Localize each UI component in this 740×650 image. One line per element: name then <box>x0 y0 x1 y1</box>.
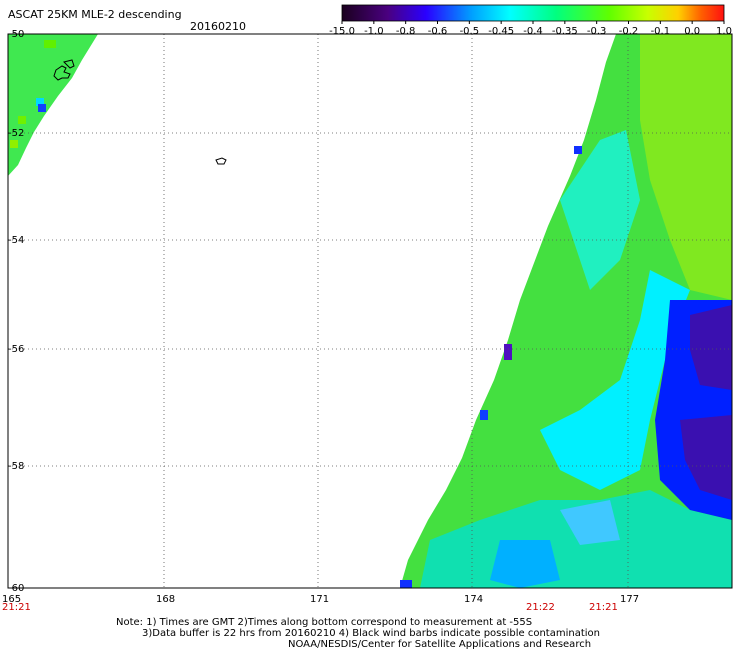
data-swath-west <box>8 34 98 176</box>
time-label: 21:22 <box>526 602 555 613</box>
lat-label: -50 <box>8 29 24 40</box>
lat-label: -60 <box>8 583 24 594</box>
colorbar-label: -15.0 <box>329 26 355 37</box>
colorbar-label: -1.0 <box>364 26 384 37</box>
lon-label: 168 <box>156 594 175 605</box>
note-line-2: 3)Data buffer is 22 hrs from 20160210 4)… <box>142 628 600 639</box>
longitude-labels: 165 168 171 174 177 <box>2 594 639 605</box>
lat-label: -58 <box>8 461 24 472</box>
map-date: 20160210 <box>190 20 246 33</box>
lat-label: -56 <box>8 344 24 355</box>
note-line-3: NOAA/NESDIS/Center for Satellite Applica… <box>288 639 591 650</box>
colorbar: -15.0 -1.0 -0.8 -0.6 -0.5 -0.45 -0.4 -0.35 -0.3 -… <box>329 4 732 37</box>
colorbar-label: -0.8 <box>396 26 416 37</box>
colorbar-label: -0.35 <box>552 26 578 37</box>
colorbar-label: -0.45 <box>488 26 514 37</box>
colorbar-label: 1.0 <box>716 26 732 37</box>
note-line-1: Note: 1) Times are GMT 2)Times along bot… <box>116 617 532 628</box>
lat-label: -52 <box>8 128 24 139</box>
colorbar-label: -0.5 <box>460 26 480 37</box>
lon-label: 174 <box>464 594 483 605</box>
data-swath-east <box>400 34 732 588</box>
map-area <box>7 33 733 589</box>
lon-label: 171 <box>310 594 329 605</box>
latitude-labels: -50 -52 -54 -56 -58 -60 <box>8 29 24 594</box>
lat-label: -54 <box>8 235 24 246</box>
colorbar-label: -0.3 <box>587 26 607 37</box>
lat-lon-grid <box>8 34 732 588</box>
colorbar-label: -0.4 <box>523 26 543 37</box>
colorbar-label: -0.1 <box>651 26 671 37</box>
map-title: ASCAT 25KM MLE-2 descending <box>8 8 182 21</box>
footer-notes: Note: 1) Times are GMT 2)Times along bot… <box>116 617 600 650</box>
lon-label: 177 <box>620 594 639 605</box>
time-label: 21:21 <box>2 602 31 613</box>
time-labels: 21:21 21:22 21:21 <box>2 602 618 613</box>
time-label: 21:21 <box>589 602 618 613</box>
colorbar-gradient <box>341 4 725 22</box>
colorbar-label: 0.0 <box>684 26 700 37</box>
colorbar-label: -0.6 <box>428 26 448 37</box>
colorbar-label: -0.2 <box>619 26 639 37</box>
coastlines <box>53 59 227 165</box>
lon-label: 165 <box>2 594 21 605</box>
